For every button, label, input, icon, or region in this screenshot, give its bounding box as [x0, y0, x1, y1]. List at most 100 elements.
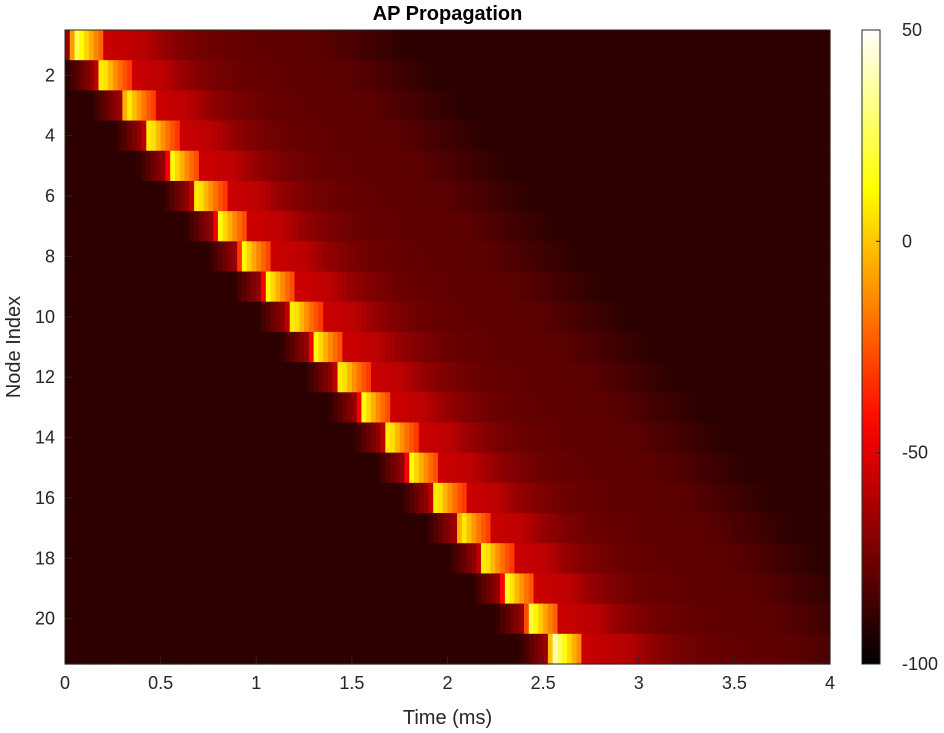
- heatmap-cell: [289, 301, 296, 333]
- heatmap-cell: [308, 211, 315, 242]
- heatmap-cell: [246, 513, 253, 544]
- heatmap-cell: [715, 30, 721, 61]
- heatmap-cell: [375, 633, 382, 665]
- heatmap-cell: [643, 30, 649, 61]
- heatmap-cell: [772, 60, 779, 91]
- heatmap-cell: [748, 452, 755, 484]
- heatmap-cell: [815, 331, 822, 363]
- heatmap-cell: [547, 513, 554, 544]
- heatmap-cell: [519, 633, 525, 665]
- heatmap-cell: [98, 573, 104, 605]
- heatmap-cell: [232, 392, 238, 424]
- heatmap-cell: [194, 301, 200, 333]
- heatmap-cell: [447, 482, 453, 514]
- heatmap-cell: [117, 271, 123, 303]
- heatmap-cell: [98, 211, 104, 242]
- heatmap-cell: [184, 90, 190, 122]
- heatmap-cell: [801, 301, 807, 333]
- heatmap-cell: [696, 241, 702, 273]
- heatmap-cell: [332, 543, 339, 575]
- heatmap-cell: [447, 573, 453, 605]
- heatmap-cell: [763, 90, 769, 122]
- heatmap-cell: [461, 150, 468, 182]
- heatmap-cell: [232, 482, 238, 514]
- heatmap-cell: [662, 30, 669, 61]
- heatmap-cell: [619, 180, 626, 212]
- heatmap-cell: [509, 271, 516, 303]
- heatmap-cell: [222, 362, 229, 393]
- heatmap-cell: [141, 603, 147, 635]
- heatmap-cell: [825, 301, 831, 333]
- heatmap-cell: [318, 211, 324, 242]
- heatmap-cell: [490, 543, 496, 575]
- heatmap-cell: [643, 150, 649, 182]
- heatmap-cell: [313, 633, 320, 665]
- heatmap-cell: [786, 543, 793, 575]
- heatmap-cell: [567, 241, 573, 273]
- heatmap-cell: [586, 362, 592, 393]
- heatmap-cell: [648, 271, 654, 303]
- heatmap-cell: [380, 241, 386, 273]
- heatmap-cell: [284, 120, 291, 152]
- heatmap-cell: [251, 60, 257, 91]
- heatmap-cell: [371, 603, 377, 635]
- heatmap-cell: [767, 633, 774, 665]
- heatmap-cell: [399, 90, 406, 122]
- heatmap-cell: [414, 30, 420, 61]
- heatmap-cell: [524, 603, 530, 635]
- heatmap-cell: [442, 573, 449, 605]
- heatmap-cell: [662, 573, 669, 605]
- heatmap-cell: [275, 331, 281, 363]
- heatmap-cell: [98, 331, 104, 363]
- heatmap-cell: [404, 301, 410, 333]
- heatmap-cell: [720, 271, 726, 303]
- heatmap-cell: [222, 422, 229, 454]
- heatmap-cell: [280, 513, 286, 544]
- heatmap-cell: [576, 211, 582, 242]
- heatmap-cell: [237, 452, 243, 484]
- heatmap-cell: [366, 331, 372, 363]
- heatmap-cell: [69, 392, 76, 424]
- heatmap-cell: [151, 60, 157, 91]
- heatmap-cell: [337, 573, 343, 605]
- heatmap-cell: [218, 513, 224, 544]
- heatmap-cell: [452, 150, 458, 182]
- heatmap-cell: [170, 573, 176, 605]
- heatmap-cell: [801, 513, 807, 544]
- heatmap-cell: [418, 150, 425, 182]
- heatmap-cell: [265, 603, 272, 635]
- heatmap-cell: [519, 271, 525, 303]
- heatmap-cell: [232, 241, 238, 273]
- heatmap-cell: [524, 513, 530, 544]
- heatmap-cell: [385, 30, 391, 61]
- heatmap-cell: [165, 60, 171, 91]
- heatmap-cell: [552, 573, 559, 605]
- heatmap-cell: [270, 180, 276, 212]
- heatmap-cell: [571, 211, 578, 242]
- heatmap-cell: [524, 120, 530, 152]
- heatmap-cell: [567, 482, 573, 514]
- heatmap-cell: [351, 633, 358, 665]
- heatmap-cell: [586, 271, 592, 303]
- heatmap-cell: [270, 90, 276, 122]
- heatmap-cell: [734, 301, 740, 333]
- heatmap-cell: [533, 573, 539, 605]
- heatmap-cell: [672, 392, 678, 424]
- heatmap-cell: [777, 573, 783, 605]
- heatmap-cell: [170, 422, 176, 454]
- heatmap-cell: [471, 422, 477, 454]
- heatmap-cell: [246, 362, 253, 393]
- heatmap-cell: [605, 180, 611, 212]
- heatmap-cell: [69, 452, 76, 484]
- heatmap-cell: [289, 573, 296, 605]
- heatmap-cell: [633, 482, 640, 514]
- heatmap-cell: [614, 513, 621, 544]
- heatmap-cell: [390, 573, 396, 605]
- heatmap-cell: [265, 120, 272, 152]
- heatmap-cell: [160, 301, 167, 333]
- heatmap-cell: [347, 241, 353, 273]
- heatmap-cell: [308, 331, 315, 363]
- heatmap-cell: [758, 211, 764, 242]
- heatmap-cell: [806, 543, 812, 575]
- heatmap-cell: [127, 241, 133, 273]
